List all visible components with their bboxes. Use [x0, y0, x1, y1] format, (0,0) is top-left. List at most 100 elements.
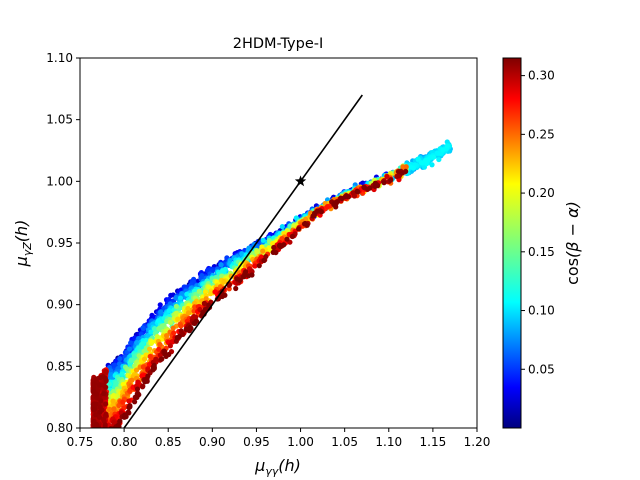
- y-axis-label-sub: γZ: [21, 242, 34, 257]
- scatter-point: [145, 332, 151, 339]
- reference-line-layer: [123, 94, 363, 428]
- scatter-point: [103, 401, 109, 407]
- scatter-point: [281, 242, 287, 248]
- scatter-point: [93, 427, 94, 428]
- sm-star-marker: [294, 175, 307, 187]
- scatter-point: [111, 429, 116, 434]
- scatter-point: [304, 222, 310, 228]
- scatter-point: [98, 428, 103, 433]
- scatter-point: [100, 440, 105, 445]
- scatter-point: [145, 373, 151, 379]
- scatter-point: [259, 244, 265, 250]
- scatter-point: [133, 367, 140, 373]
- scatter-point: [91, 429, 96, 434]
- scatter-point: [108, 426, 114, 428]
- scatter-point: [91, 449, 96, 454]
- scatter-point: [95, 432, 100, 437]
- scatter-point: [91, 452, 96, 457]
- scatter-point: [120, 399, 126, 405]
- scatter-point: [381, 180, 387, 186]
- scatter-point: [388, 177, 394, 183]
- scatter-point: [101, 435, 106, 440]
- scatter-point: [103, 436, 108, 441]
- scatter-point: [96, 448, 101, 453]
- y-axis-label-arg: (h): [12, 220, 31, 243]
- x-tick-label: 1.15: [420, 435, 447, 449]
- scatter-point: [271, 244, 277, 251]
- scatter-point: [444, 143, 450, 149]
- scatter-point: [92, 455, 97, 460]
- colorbar-tick-label: 0.15: [528, 245, 555, 259]
- scatter-point: [178, 323, 184, 329]
- y-axis-label: μγZ(h): [12, 220, 34, 268]
- scatter-point: [96, 439, 101, 444]
- scatter-point: [111, 419, 117, 425]
- scatter-point: [128, 357, 134, 363]
- colorbar-tick-label: 0.25: [528, 127, 555, 141]
- scatter-point: [218, 262, 224, 268]
- scatter-point: [132, 399, 138, 405]
- y-tick-label: 0.85: [46, 359, 73, 373]
- scatter-point: [273, 249, 279, 256]
- scatter-point: [170, 325, 176, 331]
- scatter-point: [367, 185, 373, 191]
- scatter-point: [384, 173, 390, 179]
- scatter-point: [156, 346, 162, 352]
- scatter-point: [100, 433, 105, 438]
- scatter-point: [123, 414, 129, 420]
- scatter-point: [102, 433, 107, 438]
- scatter-point: [104, 429, 109, 434]
- scatter-point: [94, 435, 99, 440]
- scatter-point: [97, 429, 102, 434]
- scatter-point: [191, 313, 197, 320]
- scatter-point: [125, 409, 131, 415]
- scatter-point: [96, 442, 101, 447]
- x-tick-label: 0.85: [155, 435, 182, 449]
- scatter-point: [102, 439, 107, 444]
- scatter-point: [96, 447, 101, 452]
- scatter-point: [93, 434, 98, 439]
- scatter-point: [91, 451, 96, 456]
- scatter-point: [91, 429, 96, 434]
- scatter-point: [158, 309, 164, 315]
- scatter-point: [117, 418, 123, 424]
- scatter-points: [90, 139, 453, 460]
- scatter-point: [431, 154, 437, 160]
- scatter-point: [91, 384, 97, 390]
- scatter-point: [97, 409, 103, 415]
- scatter-point: [97, 444, 102, 449]
- scatter-point: [93, 429, 98, 434]
- scatter-point: [279, 224, 285, 230]
- colorbar-tick-label: 0.05: [528, 362, 555, 376]
- scatter-point: [92, 449, 97, 454]
- colorbar-tick-label: 0.30: [528, 69, 555, 83]
- y-axis-label-base: μ: [12, 256, 31, 267]
- colorbar-tick-label: 0.20: [528, 186, 555, 200]
- scatter-point: [103, 411, 109, 417]
- colorbar-label-func: cos: [563, 258, 582, 285]
- x-tick-label: 1.00: [287, 435, 314, 449]
- scatter-point: [92, 429, 97, 434]
- scatter-point: [191, 300, 198, 306]
- x-axis-label: μγγ(h): [254, 456, 301, 478]
- y-tick-label: 0.80: [46, 421, 73, 435]
- scatter-point: [91, 453, 96, 458]
- scatter-point: [157, 342, 163, 348]
- x-tick-label: 1.20: [464, 435, 491, 449]
- scatter-point: [94, 427, 97, 428]
- y-tick-label: 0.90: [46, 298, 73, 312]
- y-tick-label: 1.10: [46, 51, 73, 65]
- scatter-point: [233, 285, 239, 292]
- scatter-point: [104, 440, 109, 445]
- scatter-point: [91, 451, 96, 456]
- scatter-point: [92, 412, 99, 418]
- scatter-point: [143, 352, 149, 358]
- scatter-point: [185, 310, 192, 316]
- scatter-point: [95, 448, 100, 453]
- x-tick-label: 0.75: [67, 435, 94, 449]
- scatter-point: [95, 449, 100, 454]
- scatter-point: [96, 439, 101, 444]
- y-tick-label: 1.00: [46, 174, 73, 188]
- scatter-point: [93, 452, 98, 457]
